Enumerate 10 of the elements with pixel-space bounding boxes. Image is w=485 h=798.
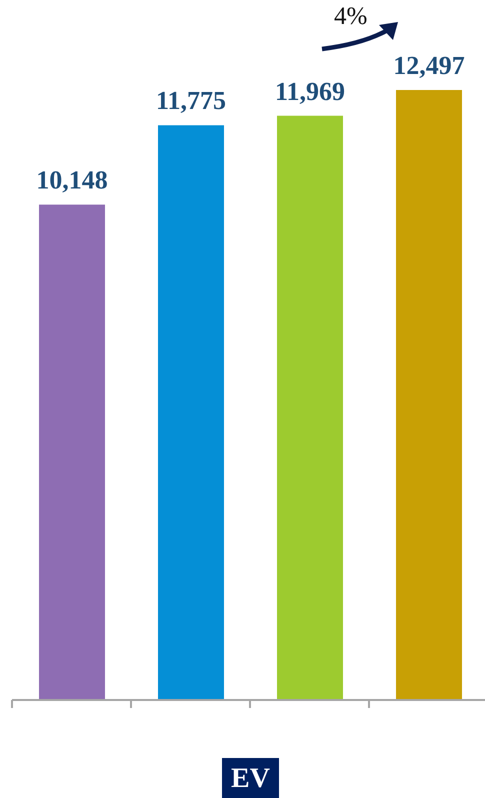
bar [277, 116, 343, 700]
data-label: 12,497 [393, 51, 465, 80]
x-axis-title: EV [222, 758, 279, 798]
text: 4% [334, 2, 368, 32]
data-label: 11,969 [274, 76, 346, 106]
bar [396, 90, 462, 700]
data-label: 10,148 [36, 166, 108, 195]
data-label: 11,775 [156, 86, 226, 116]
bar [39, 204, 105, 700]
bar [158, 125, 224, 700]
